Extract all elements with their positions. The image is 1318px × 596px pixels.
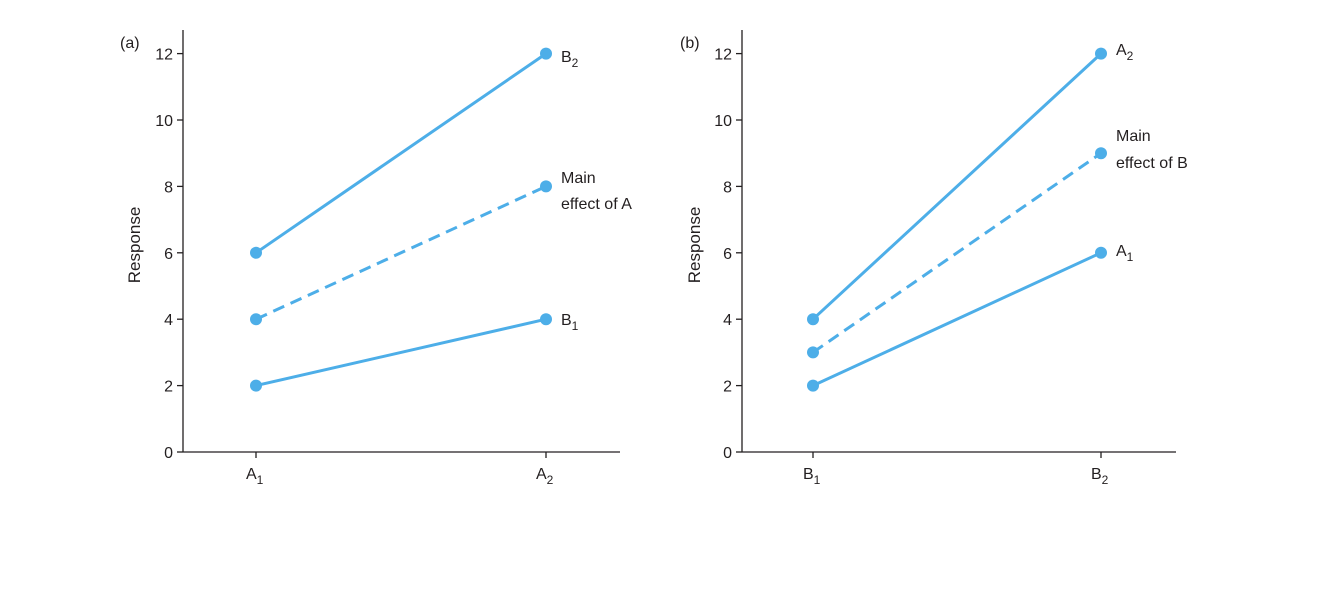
series-line (255, 317, 547, 388)
y-tick-label: 10 (714, 113, 732, 130)
data-point (540, 47, 552, 60)
series-label: A1 (1116, 243, 1134, 264)
series-label: Main (561, 170, 596, 187)
y-tick-label: 0 (723, 445, 732, 462)
x-tick-label: B2 (1091, 466, 1109, 487)
data-point (250, 313, 262, 326)
y-tick-label: 8 (723, 179, 732, 196)
y-tick-label: 4 (723, 312, 732, 329)
series-line (812, 251, 1102, 387)
series-label: A2 (1116, 42, 1134, 63)
data-point (1095, 246, 1107, 259)
y-tick-label: 0 (164, 445, 173, 462)
y-tick-label: 10 (155, 113, 173, 130)
series-label: effect of A (561, 196, 632, 213)
data-point (807, 346, 819, 359)
y-tick-label: 6 (164, 246, 173, 263)
series-line (255, 185, 547, 321)
y-axis-title: Response (125, 207, 144, 284)
data-point (250, 246, 262, 259)
series-label: Main (1116, 128, 1151, 145)
panel-a-chart: 0 2 4 6 8 10 12 A1 A2 Response (a) B2 Main effect of … (120, 30, 632, 487)
series-line (812, 151, 1102, 354)
x-tick-label: A2 (536, 466, 554, 487)
panel-label: (b) (680, 35, 700, 52)
data-point (807, 379, 819, 392)
y-tick-label: 2 (164, 379, 173, 396)
data-point (1095, 147, 1107, 160)
y-tick-label: 12 (155, 47, 173, 64)
y-tick-label: 8 (164, 179, 173, 196)
series-label: B2 (561, 49, 579, 70)
series-label: effect of B (1116, 155, 1188, 172)
series-line (811, 52, 1103, 321)
y-axis-title: Response (685, 207, 704, 284)
x-tick-label: B1 (803, 466, 821, 487)
y-tick-label: 12 (714, 47, 732, 64)
y-tick-label: 6 (723, 246, 732, 263)
y-tick-label: 4 (164, 312, 173, 329)
series-label: B1 (561, 312, 579, 333)
panel-label: (a) (120, 35, 140, 52)
data-point (807, 313, 819, 326)
series-line (255, 52, 547, 255)
data-point (1095, 47, 1107, 60)
data-point (540, 313, 552, 326)
data-point (540, 180, 552, 193)
panel-b-chart: 0 2 4 6 8 10 12 B1 B2 Response (b) A2 Main effect of … (680, 30, 1188, 487)
data-point (250, 379, 262, 392)
y-tick-label: 2 (723, 379, 732, 396)
x-tick-label: A1 (246, 466, 264, 487)
